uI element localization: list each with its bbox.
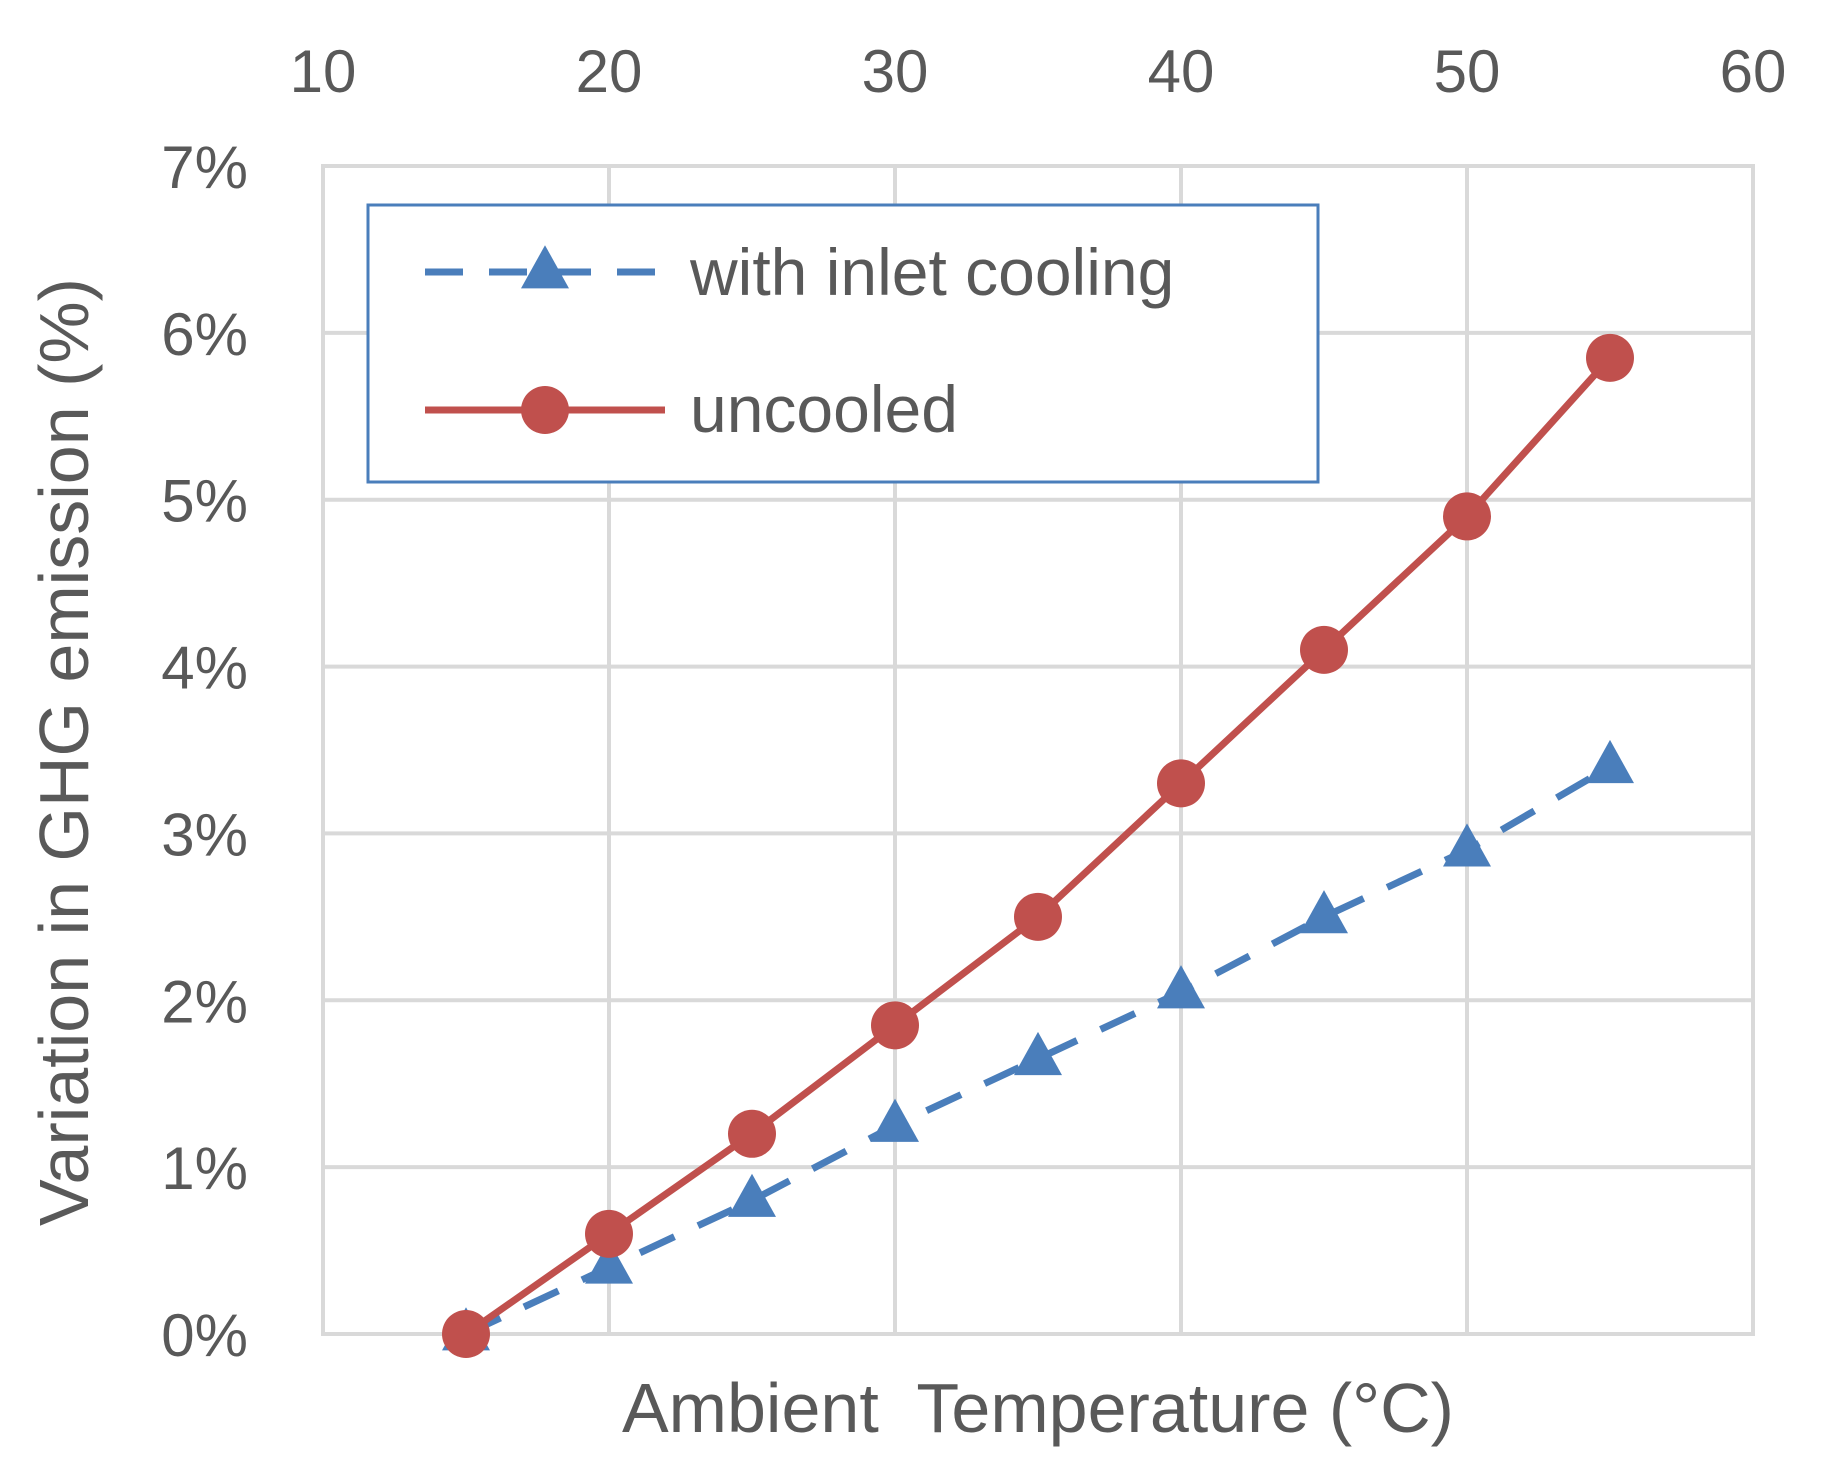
x-tick-label: 30 xyxy=(862,38,929,105)
y-tick-label: 1% xyxy=(161,1135,248,1202)
series xyxy=(442,333,1634,1358)
legend-marker-with-inlet-cooling xyxy=(521,245,569,289)
x-axis-ticks: 10 20 30 40 50 60 xyxy=(290,38,1787,105)
data-point-with-inlet-cooling xyxy=(1014,1031,1062,1076)
data-point-uncooled xyxy=(871,1001,919,1050)
data-point-uncooled xyxy=(442,1310,490,1358)
y-axis-ticks: 0% 1% 2% 3% 4% 5% 6% 7% xyxy=(161,134,248,1369)
data-point-with-inlet-cooling xyxy=(1157,965,1205,1009)
data-point-with-inlet-cooling xyxy=(1586,739,1634,784)
data-point-uncooled xyxy=(1586,333,1634,382)
y-tick-label: 5% xyxy=(161,468,248,535)
legend-label-uncooled: uncooled xyxy=(690,372,958,446)
series-line-with-inlet-cooling xyxy=(464,763,1612,1338)
data-point-with-inlet-cooling xyxy=(728,1173,776,1217)
legend-swatches xyxy=(425,245,665,434)
data-point-uncooled xyxy=(1300,625,1348,674)
legend: with inlet cooling uncooled xyxy=(366,203,1320,484)
data-point-uncooled xyxy=(728,1109,776,1158)
data-point-uncooled xyxy=(585,1209,633,1258)
data-point-with-inlet-cooling xyxy=(585,1240,633,1284)
y-tick-label: 0% xyxy=(161,1302,248,1369)
y-tick-label: 2% xyxy=(161,968,248,1035)
data-point-with-inlet-cooling xyxy=(1300,890,1348,934)
x-tick-label: 60 xyxy=(1720,38,1787,105)
data-point-uncooled xyxy=(1157,759,1205,808)
data-point-uncooled xyxy=(1443,492,1491,541)
legend-box xyxy=(366,203,1320,484)
x-tick-label: 20 xyxy=(576,38,643,105)
series-uncooled xyxy=(442,333,1634,1358)
y-tick-label: 3% xyxy=(161,801,248,868)
y-tick-label: 4% xyxy=(161,635,248,702)
plot-frame xyxy=(321,164,1755,1336)
data-point-uncooled xyxy=(1014,892,1062,941)
data-point-with-inlet-cooling xyxy=(871,1098,919,1142)
y-axis-title: Variation in GHG emission (%) xyxy=(25,278,103,1226)
x-tick-label: 40 xyxy=(1148,38,1215,105)
y-tick-label: 7% xyxy=(161,134,248,201)
x-tick-label: 10 xyxy=(290,38,357,105)
series-line-uncooled xyxy=(463,355,1613,1337)
y-tick-label: 6% xyxy=(161,301,248,368)
data-point-with-inlet-cooling xyxy=(1443,823,1491,867)
legend-label-with-inlet-cooling: with inlet cooling xyxy=(689,235,1174,309)
x-tick-label: 50 xyxy=(1434,38,1501,105)
x-axis-title: Ambient Temperature (°C) xyxy=(622,1369,1454,1447)
legend-marker-uncooled xyxy=(521,386,569,434)
